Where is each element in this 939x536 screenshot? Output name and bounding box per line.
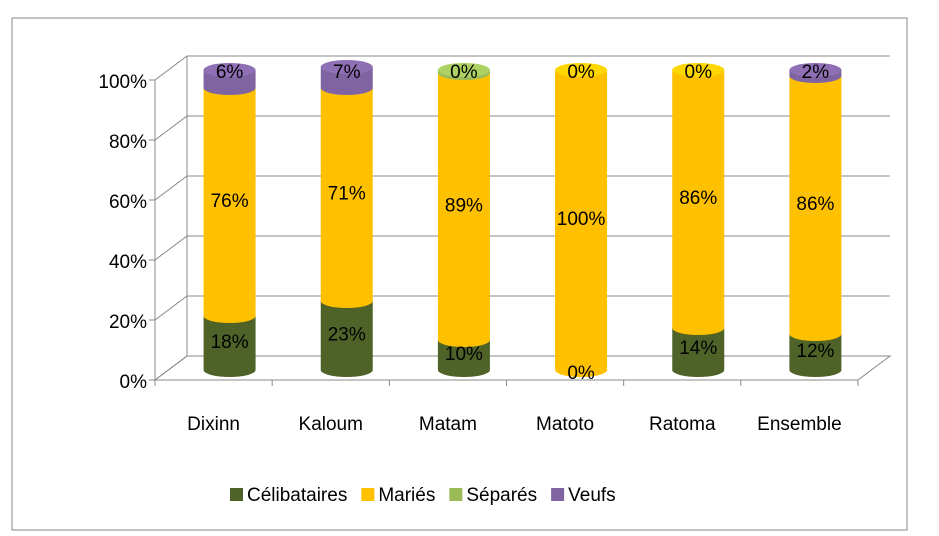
legend-swatch	[361, 488, 375, 501]
data-label: 14%	[679, 338, 717, 359]
legend-label: Mariés	[378, 485, 435, 506]
legend-swatch	[449, 488, 463, 501]
legend-label: Veufs	[568, 485, 616, 506]
data-label: 0%	[567, 62, 595, 83]
bar-segment	[672, 328, 725, 377]
data-label: 12%	[796, 341, 834, 362]
data-label: 10%	[445, 344, 483, 365]
data-label: 89%	[445, 196, 483, 217]
y-tick-label: 80%	[109, 132, 147, 153]
x-tick-label: Ensemble	[757, 414, 842, 435]
data-label: 0%	[567, 363, 595, 384]
bar-segment	[555, 70, 608, 377]
data-label: 100%	[557, 209, 606, 230]
data-label: 0%	[450, 62, 478, 83]
legend-label: Séparés	[466, 485, 537, 506]
bar-segment-top	[672, 63, 725, 77]
y-tick-label: 40%	[109, 252, 147, 273]
data-label: 2%	[802, 62, 830, 83]
bar-segment	[320, 88, 373, 309]
bar-segment	[203, 88, 256, 324]
x-tick-label: Dixinn	[187, 414, 240, 435]
bar-segment	[672, 70, 725, 335]
bar-segment	[437, 340, 490, 377]
bar-segment-top	[437, 63, 490, 77]
bar-segment	[320, 301, 373, 377]
bar-segment	[320, 67, 373, 96]
legend-swatch	[230, 488, 243, 501]
bar-segment	[789, 76, 842, 341]
legend-swatch	[551, 488, 565, 501]
data-label: 76%	[211, 191, 249, 212]
legend-label: Célibataires	[247, 485, 347, 506]
data-label: 86%	[679, 188, 717, 209]
x-tick-label: Matam	[419, 414, 477, 435]
bar-segment	[789, 334, 842, 377]
y-tick-label: 60%	[109, 192, 147, 213]
y-tick-label: 0%	[120, 372, 148, 393]
data-label: 7%	[333, 62, 361, 83]
data-label: 71%	[328, 184, 366, 205]
data-label: 6%	[216, 62, 244, 83]
y-tick-label: 100%	[98, 72, 147, 93]
bar-segment	[203, 70, 256, 96]
x-tick-label: Matoto	[536, 414, 594, 435]
bar-segment-top	[320, 60, 373, 74]
x-tick-label: Kaloum	[299, 414, 363, 435]
bar-segment-top	[789, 63, 842, 77]
bar-segment-top	[203, 63, 256, 77]
data-label: 0%	[685, 62, 713, 83]
data-label: 18%	[211, 332, 249, 353]
y-tick-label: 20%	[109, 312, 147, 333]
bar-segment	[437, 73, 490, 347]
x-tick-label: Ratoma	[649, 414, 716, 435]
bar-segment	[203, 316, 256, 377]
data-label: 86%	[796, 194, 834, 215]
bar-segment-top	[555, 63, 608, 77]
data-label: 23%	[328, 325, 366, 346]
